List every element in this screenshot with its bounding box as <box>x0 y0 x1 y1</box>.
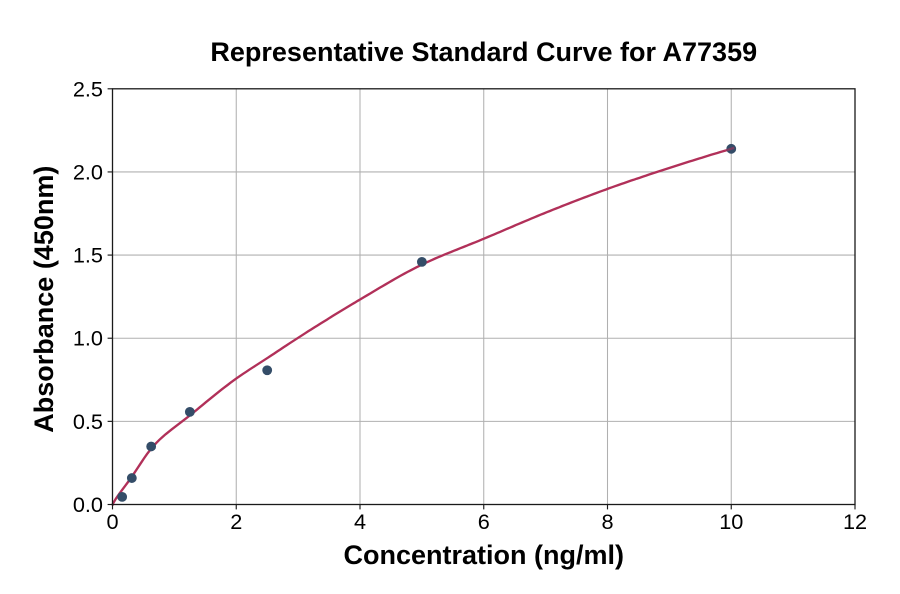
svg-text:0.5: 0.5 <box>73 409 103 434</box>
svg-text:2.0: 2.0 <box>73 159 103 184</box>
svg-text:2: 2 <box>230 509 242 534</box>
svg-text:1.5: 1.5 <box>73 243 103 268</box>
svg-text:6: 6 <box>478 509 490 534</box>
svg-text:12: 12 <box>843 509 867 534</box>
svg-text:Concentration (ng/ml): Concentration (ng/ml) <box>344 540 624 570</box>
svg-text:Absorbance (450nm): Absorbance (450nm) <box>29 166 59 433</box>
svg-text:4: 4 <box>354 509 366 534</box>
svg-text:8: 8 <box>601 509 613 534</box>
svg-text:Representative Standard Curve: Representative Standard Curve for A77359 <box>210 37 757 67</box>
svg-text:1.0: 1.0 <box>73 326 103 351</box>
svg-text:0.0: 0.0 <box>73 492 103 517</box>
svg-text:0: 0 <box>106 509 118 534</box>
svg-text:10: 10 <box>719 509 743 534</box>
svg-text:2.5: 2.5 <box>73 76 103 101</box>
